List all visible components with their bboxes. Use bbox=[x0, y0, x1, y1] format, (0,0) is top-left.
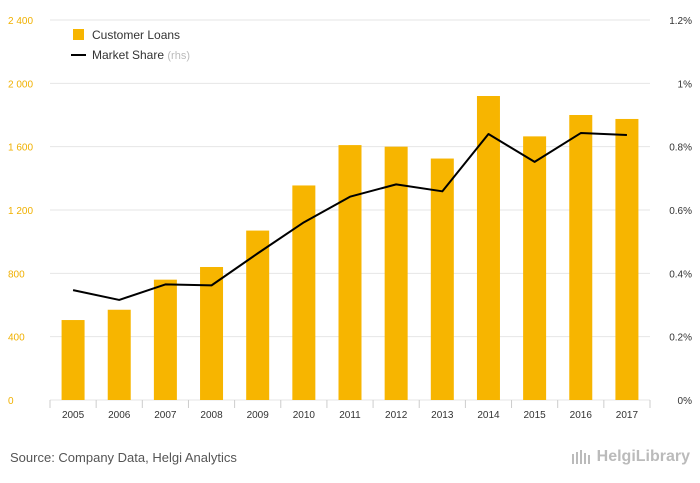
bar-customer-loans bbox=[246, 230, 270, 400]
x-tick-label: 2008 bbox=[200, 410, 223, 421]
bar-customer-loans bbox=[200, 267, 224, 400]
x-tick-label: 2010 bbox=[293, 410, 316, 421]
bar-customer-loans bbox=[569, 115, 593, 400]
y-left-tick-label: 2 400 bbox=[8, 16, 33, 27]
y-left-tick-label: 1 600 bbox=[8, 143, 33, 154]
library-icon bbox=[571, 450, 590, 464]
x-tick-label: 2005 bbox=[62, 410, 85, 421]
x-tick-label: 2015 bbox=[523, 410, 546, 421]
x-tick-label: 2007 bbox=[154, 410, 177, 421]
bar-customer-loans bbox=[615, 118, 639, 400]
y-right-tick-label: 0% bbox=[678, 396, 693, 407]
brand-logo: HelgiLibrary bbox=[571, 448, 690, 466]
y-left-tick-label: 2 000 bbox=[8, 79, 33, 90]
bar-customer-loans bbox=[292, 185, 316, 400]
chart: 0 0% 400 0.2% 800 0.4% 1 200 0.6% 1 600 0.8% 2 000… bbox=[8, 16, 693, 421]
y-right-tick-label: 0.6% bbox=[669, 206, 692, 217]
y-left-tick-label: 1 200 bbox=[8, 206, 33, 217]
y-left-tick-label: 400 bbox=[8, 333, 25, 344]
source-note: Source: Company Data, Helgi Analytics bbox=[10, 450, 237, 465]
legend-swatch-customer-loans bbox=[73, 29, 84, 40]
y-right-tick-label: 1.2% bbox=[669, 16, 692, 27]
bar-customer-loans bbox=[384, 146, 408, 400]
x-tick-label: 2014 bbox=[477, 410, 500, 421]
bar-customer-loans bbox=[61, 320, 85, 400]
line-market-share bbox=[72, 132, 627, 301]
x-tick-label: 2012 bbox=[385, 410, 408, 421]
bar-customer-loans bbox=[476, 96, 500, 400]
legend-label-rhs: (rhs) bbox=[167, 50, 190, 62]
bar-customer-loans bbox=[523, 136, 547, 400]
y-right-tick-label: 0.4% bbox=[669, 269, 692, 280]
bar-customer-loans bbox=[153, 279, 177, 400]
bar-customer-loans bbox=[107, 309, 131, 400]
legend-label-market-share: Market Share (rhs) bbox=[92, 48, 190, 62]
x-tick-label: 2009 bbox=[247, 410, 270, 421]
x-tick-label: 2011 bbox=[339, 410, 361, 421]
legend-label-customer-loans: Customer Loans bbox=[92, 28, 180, 42]
bar-customer-loans bbox=[430, 158, 454, 400]
y-right-tick-label: 0.8% bbox=[669, 143, 692, 154]
y-left-tick-label: 0 bbox=[8, 396, 14, 407]
x-tick-label: 2006 bbox=[108, 410, 131, 421]
brand-name: HelgiLibrary bbox=[596, 448, 690, 465]
y-left-tick-label: 800 bbox=[8, 269, 25, 280]
y-right-tick-label: 1% bbox=[678, 79, 693, 90]
x-tick-label: 2016 bbox=[570, 410, 593, 421]
x-tick-label: 2013 bbox=[431, 410, 454, 421]
y-right-tick-label: 0.2% bbox=[669, 333, 692, 344]
x-tick-label: 2017 bbox=[616, 410, 639, 421]
bar-customer-loans bbox=[338, 145, 362, 400]
